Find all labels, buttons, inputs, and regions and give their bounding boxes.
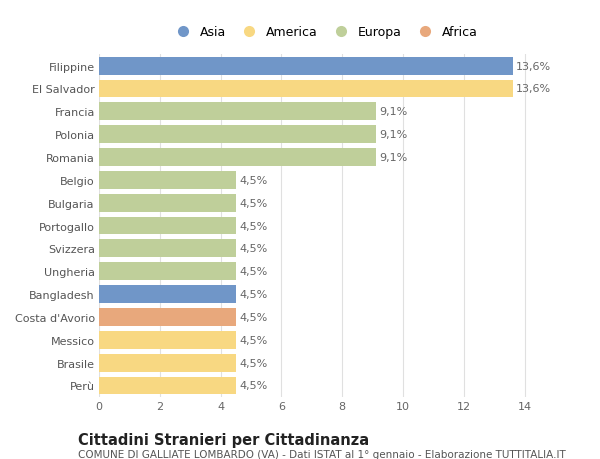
Text: 4,5%: 4,5% — [239, 198, 268, 208]
Bar — [99, 149, 376, 167]
Bar — [99, 194, 236, 212]
Text: 9,1%: 9,1% — [379, 130, 407, 140]
Text: 4,5%: 4,5% — [239, 244, 268, 254]
Text: 13,6%: 13,6% — [516, 62, 551, 72]
Text: 4,5%: 4,5% — [239, 381, 268, 391]
Text: 13,6%: 13,6% — [516, 84, 551, 94]
Bar — [99, 377, 236, 395]
Bar — [99, 285, 236, 303]
Text: 4,5%: 4,5% — [239, 290, 268, 299]
Bar — [99, 172, 236, 190]
Text: 9,1%: 9,1% — [379, 153, 407, 162]
Bar — [99, 263, 236, 280]
Bar — [99, 57, 512, 75]
Bar — [99, 103, 376, 121]
Text: 4,5%: 4,5% — [239, 312, 268, 322]
Bar — [99, 308, 236, 326]
Bar — [99, 240, 236, 258]
Legend: Asia, America, Europa, Africa: Asia, America, Europa, Africa — [167, 24, 481, 42]
Text: 4,5%: 4,5% — [239, 335, 268, 345]
Bar — [99, 80, 512, 98]
Bar — [99, 331, 236, 349]
Bar — [99, 217, 236, 235]
Text: COMUNE DI GALLIATE LOMBARDO (VA) - Dati ISTAT al 1° gennaio - Elaborazione TUTTI: COMUNE DI GALLIATE LOMBARDO (VA) - Dati … — [78, 449, 566, 459]
Text: 4,5%: 4,5% — [239, 267, 268, 277]
Bar — [99, 126, 376, 144]
Text: 4,5%: 4,5% — [239, 175, 268, 185]
Text: Cittadini Stranieri per Cittadinanza: Cittadini Stranieri per Cittadinanza — [78, 432, 369, 448]
Bar — [99, 354, 236, 372]
Text: 4,5%: 4,5% — [239, 221, 268, 231]
Text: 4,5%: 4,5% — [239, 358, 268, 368]
Text: 9,1%: 9,1% — [379, 107, 407, 117]
